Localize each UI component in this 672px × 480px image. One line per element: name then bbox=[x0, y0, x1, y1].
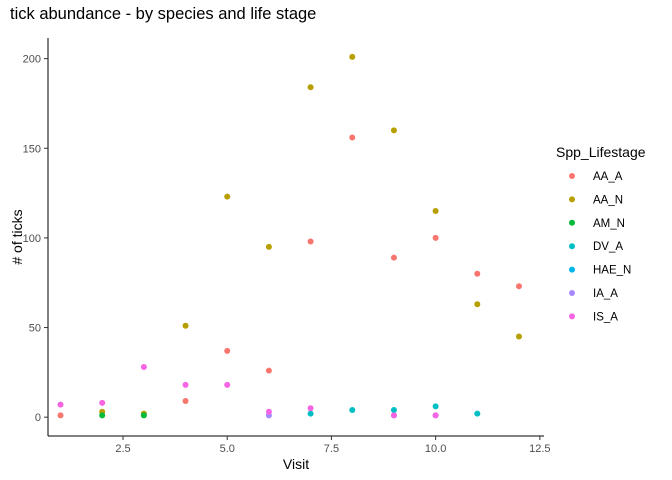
data-point-aa-a bbox=[432, 234, 439, 241]
data-point-aa-a bbox=[307, 238, 314, 245]
data-points bbox=[57, 53, 522, 419]
legend-label: HAE_N bbox=[593, 265, 631, 277]
plot-area: 2.5 5.0 7.5 10.0 12.5 0 50 100 150 200 bbox=[23, 38, 551, 455]
x-tick-label: 12.5 bbox=[529, 443, 550, 455]
data-point-aa-n bbox=[349, 53, 356, 60]
data-point-aa-n bbox=[224, 193, 231, 200]
x-axis-ticks: 2.5 5.0 7.5 10.0 12.5 bbox=[115, 436, 551, 455]
data-point-aa-a bbox=[265, 367, 272, 374]
data-point-aa-n bbox=[515, 333, 522, 340]
data-point-aa-n bbox=[182, 322, 189, 329]
x-tick-label: 7.5 bbox=[324, 443, 339, 455]
legend-key-hae-n bbox=[569, 266, 575, 273]
data-point-aa-a bbox=[349, 134, 356, 141]
y-tick-label: 50 bbox=[29, 323, 41, 335]
y-tick-label: 0 bbox=[35, 412, 41, 424]
legend: Spp_Lifestage AA_A AA_N AM_N DV_A HAE_N IA_A I… bbox=[556, 144, 646, 323]
data-point-is-a bbox=[182, 381, 189, 388]
legend-label: DV_A bbox=[593, 241, 623, 253]
legend-label: AA_N bbox=[593, 194, 623, 206]
data-point-is-a bbox=[99, 399, 106, 406]
data-point-aa-n bbox=[265, 243, 272, 250]
data-point-aa-n bbox=[307, 84, 314, 91]
data-point-aa-n bbox=[432, 208, 439, 215]
legend-key-aa-a bbox=[569, 173, 575, 179]
legend-label: AA_A bbox=[593, 171, 623, 183]
data-point-aa-n bbox=[390, 127, 397, 134]
y-tick-label: 100 bbox=[23, 233, 41, 245]
legend-title: Spp_Lifestage bbox=[556, 144, 646, 160]
data-point-am-n bbox=[140, 412, 147, 419]
data-point-is-a bbox=[265, 408, 272, 415]
data-point-aa-a bbox=[224, 347, 231, 354]
data-point-aa-a bbox=[390, 254, 397, 261]
data-point-dv-a bbox=[349, 407, 356, 414]
data-point-am-n bbox=[99, 412, 106, 419]
legend-items: AA_A AA_N AM_N DV_A HAE_N IA_A IS_A bbox=[569, 171, 631, 323]
data-point-aa-a bbox=[515, 283, 522, 290]
x-axis-title: Visit bbox=[283, 456, 309, 472]
legend-key-is-a bbox=[569, 313, 575, 320]
data-point-dv-a bbox=[307, 410, 314, 417]
data-point-aa-n bbox=[474, 301, 481, 308]
data-point-is-a bbox=[140, 363, 147, 370]
x-tick-label: 2.5 bbox=[115, 443, 130, 455]
y-axis-title: # of ticks bbox=[9, 209, 25, 264]
data-point-dv-a bbox=[390, 407, 397, 414]
y-axis-ticks: 0 50 100 150 200 bbox=[23, 54, 48, 424]
data-point-aa-a bbox=[182, 398, 189, 405]
x-tick-label: 5.0 bbox=[220, 443, 235, 455]
legend-key-am-n bbox=[569, 219, 575, 226]
x-tick-label: 10.0 bbox=[425, 443, 446, 455]
data-point-aa-a bbox=[474, 270, 481, 277]
legend-key-dv-a bbox=[569, 243, 575, 250]
legend-key-aa-n bbox=[569, 196, 575, 203]
legend-label: AM_N bbox=[593, 218, 625, 230]
data-point-is-a bbox=[307, 405, 314, 412]
legend-label: IA_A bbox=[593, 288, 618, 300]
y-tick-label: 200 bbox=[23, 54, 41, 66]
data-point-dv-a bbox=[474, 410, 481, 417]
data-point-is-a bbox=[57, 401, 64, 408]
legend-key-ia-a bbox=[569, 290, 575, 296]
data-point-dv-a bbox=[432, 403, 439, 410]
chart-title: tick abundance - by species and life sta… bbox=[10, 5, 316, 23]
legend-label: IS_A bbox=[593, 311, 618, 323]
data-point-is-a bbox=[224, 381, 231, 388]
y-tick-label: 150 bbox=[23, 143, 41, 155]
data-point-aa-a bbox=[57, 412, 64, 419]
data-point-is-a bbox=[432, 412, 439, 419]
data-point-is-a bbox=[390, 412, 397, 419]
